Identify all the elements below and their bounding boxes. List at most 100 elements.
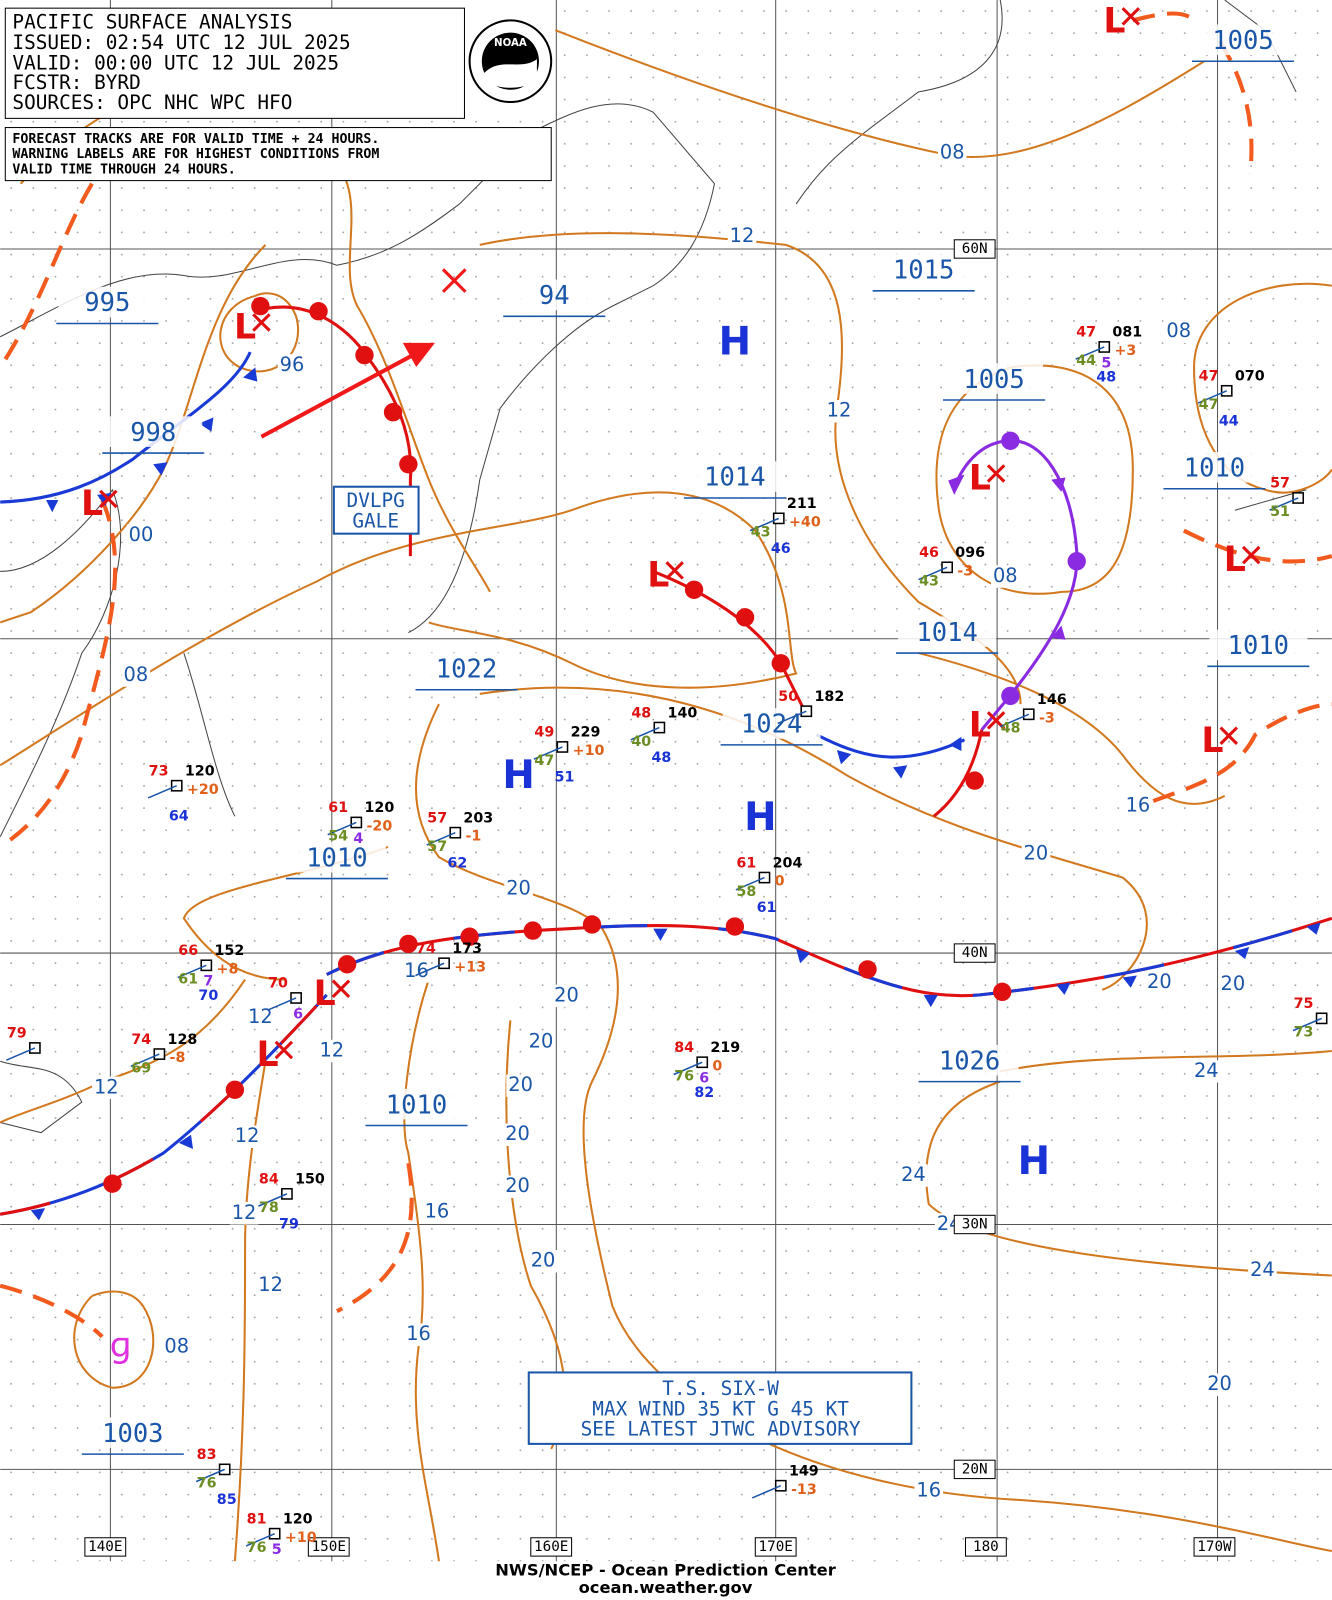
wind-barb — [147, 785, 178, 799]
station-vis: 5 — [1101, 355, 1111, 371]
logo-text: NOAA — [494, 38, 527, 49]
label-bg — [1194, 24, 1293, 56]
low-cross — [665, 561, 684, 580]
fronts — [0, 296, 1332, 1221]
label-bg — [506, 1074, 535, 1097]
low-center: L — [647, 556, 669, 596]
station-marker — [1315, 1012, 1328, 1025]
station-tend: -1 — [465, 829, 481, 845]
label-bg — [367, 1088, 466, 1120]
station-pres: 120 — [364, 800, 394, 816]
label-bg — [1192, 1060, 1221, 1083]
wind-barb — [777, 710, 807, 725]
isobar-label: 20 — [505, 1174, 530, 1197]
wind-barb — [245, 1532, 275, 1547]
isobar-label: 20 — [505, 1122, 530, 1145]
station-dew: 51 — [1270, 504, 1290, 520]
label-bg — [991, 565, 1020, 588]
station-wave: 79 — [279, 1216, 299, 1232]
station-tend: +10 — [573, 743, 605, 759]
wind-barb — [258, 1193, 288, 1207]
wind-barb — [426, 831, 456, 846]
station-dew: 76 — [197, 1476, 217, 1492]
grid-label-bg — [953, 239, 996, 259]
station-marker — [1292, 492, 1305, 504]
center-pressure: 1010 — [1184, 454, 1245, 484]
isobar-label: 16 — [916, 1478, 941, 1501]
station-dew: 44 — [1076, 353, 1096, 369]
label-bg — [417, 653, 516, 684]
isobar-label: 08 — [124, 663, 149, 686]
station-temp: 75 — [1294, 996, 1314, 1012]
storm-line: SEE LATEST JTWC ADVISORY — [581, 1418, 861, 1441]
isobar-label: 12 — [235, 1124, 260, 1147]
storm-line: MAX WIND 35 KT G 45 KT — [592, 1397, 849, 1420]
station-plot: 70 6 — [267, 976, 303, 1022]
center-pressure: 1010 — [386, 1090, 447, 1120]
isobar-label: 20 — [529, 1029, 554, 1052]
station-pres: 149 — [789, 1463, 819, 1479]
station-pres: 120 — [185, 763, 215, 779]
station-dew: 58 — [736, 884, 756, 900]
station-wave: 48 — [1096, 370, 1116, 386]
labels: 995 998 94 1015 1005 1005 1014 1010 1014 1010 1022… — [6, 1, 1328, 1558]
station-dew: 54 — [328, 829, 348, 845]
low-cross — [99, 489, 118, 509]
title: PACIFIC SURFACE ANALYSIS — [12, 11, 292, 34]
station-wave: 46 — [771, 541, 791, 557]
label-bg — [945, 363, 1044, 394]
note-line: FORECAST TRACKS ARE FOR VALID TIME + 24 … — [12, 132, 379, 147]
footer: NWS/NCEP - Ocean Prediction Center — [495, 1561, 836, 1580]
station-plot: 74 128 69 -8 — [130, 1032, 197, 1076]
station-temp: 47 — [1199, 369, 1219, 385]
label-bg — [422, 1201, 452, 1224]
isobar-label: 00 — [129, 523, 154, 546]
isobars — [0, 9, 1332, 1562]
low-cross — [1241, 545, 1261, 565]
wind-barb — [1269, 497, 1299, 511]
station-dew: 40 — [631, 734, 651, 750]
label-bg — [528, 1250, 558, 1273]
label-bg — [1123, 794, 1153, 818]
isobar-label: 12 — [258, 1273, 283, 1296]
label-bg — [256, 1274, 285, 1297]
high-center: H — [502, 753, 534, 798]
note-line: VALID TIME THROUGH 24 HOURS. — [12, 162, 235, 177]
label-bg — [1205, 1373, 1234, 1396]
high-center: H — [719, 319, 751, 364]
issued: ISSUED: 02:54 UTC 12 JUL 2025 — [12, 31, 350, 54]
isobar-label: 20 — [531, 1249, 556, 1272]
sources: SOURCES: OPC NHC WPC HFO — [12, 91, 292, 114]
center-pressure: 94 — [539, 281, 570, 311]
isobar-label: 24 — [1194, 1059, 1219, 1082]
station-pres: 140 — [668, 705, 698, 721]
low-cross — [986, 464, 1006, 483]
station-tend: -20 — [367, 819, 393, 835]
isobar-label: 12 — [730, 224, 755, 247]
station-pres: 211 — [787, 496, 817, 512]
label-bg — [58, 286, 157, 318]
isobar-label: 16 — [406, 1322, 431, 1345]
grid-label-bg — [1193, 1537, 1236, 1557]
label-bg — [277, 354, 307, 377]
grid-label: 160E — [534, 1539, 568, 1555]
isobar-label: 08 — [940, 141, 965, 164]
low-center: L — [314, 974, 336, 1014]
label-bg — [121, 664, 151, 687]
label-bg — [874, 254, 973, 285]
note-line: WARNING LABELS ARE FOR HIGHEST CONDITION… — [12, 147, 379, 162]
wind-barb — [735, 876, 765, 891]
station-dew: 43 — [751, 525, 771, 541]
station-plot: 73 120 +20 64 — [147, 763, 219, 824]
station-vis: 4 — [353, 831, 363, 847]
grid-label-bg — [754, 1537, 797, 1557]
station-vis: 6 — [293, 1006, 303, 1022]
label-bg — [83, 1417, 182, 1448]
isobar-label: 20 — [508, 1073, 533, 1096]
label-bg — [920, 1044, 1019, 1076]
label-bg — [937, 141, 967, 165]
station-temp: 61 — [328, 800, 348, 816]
